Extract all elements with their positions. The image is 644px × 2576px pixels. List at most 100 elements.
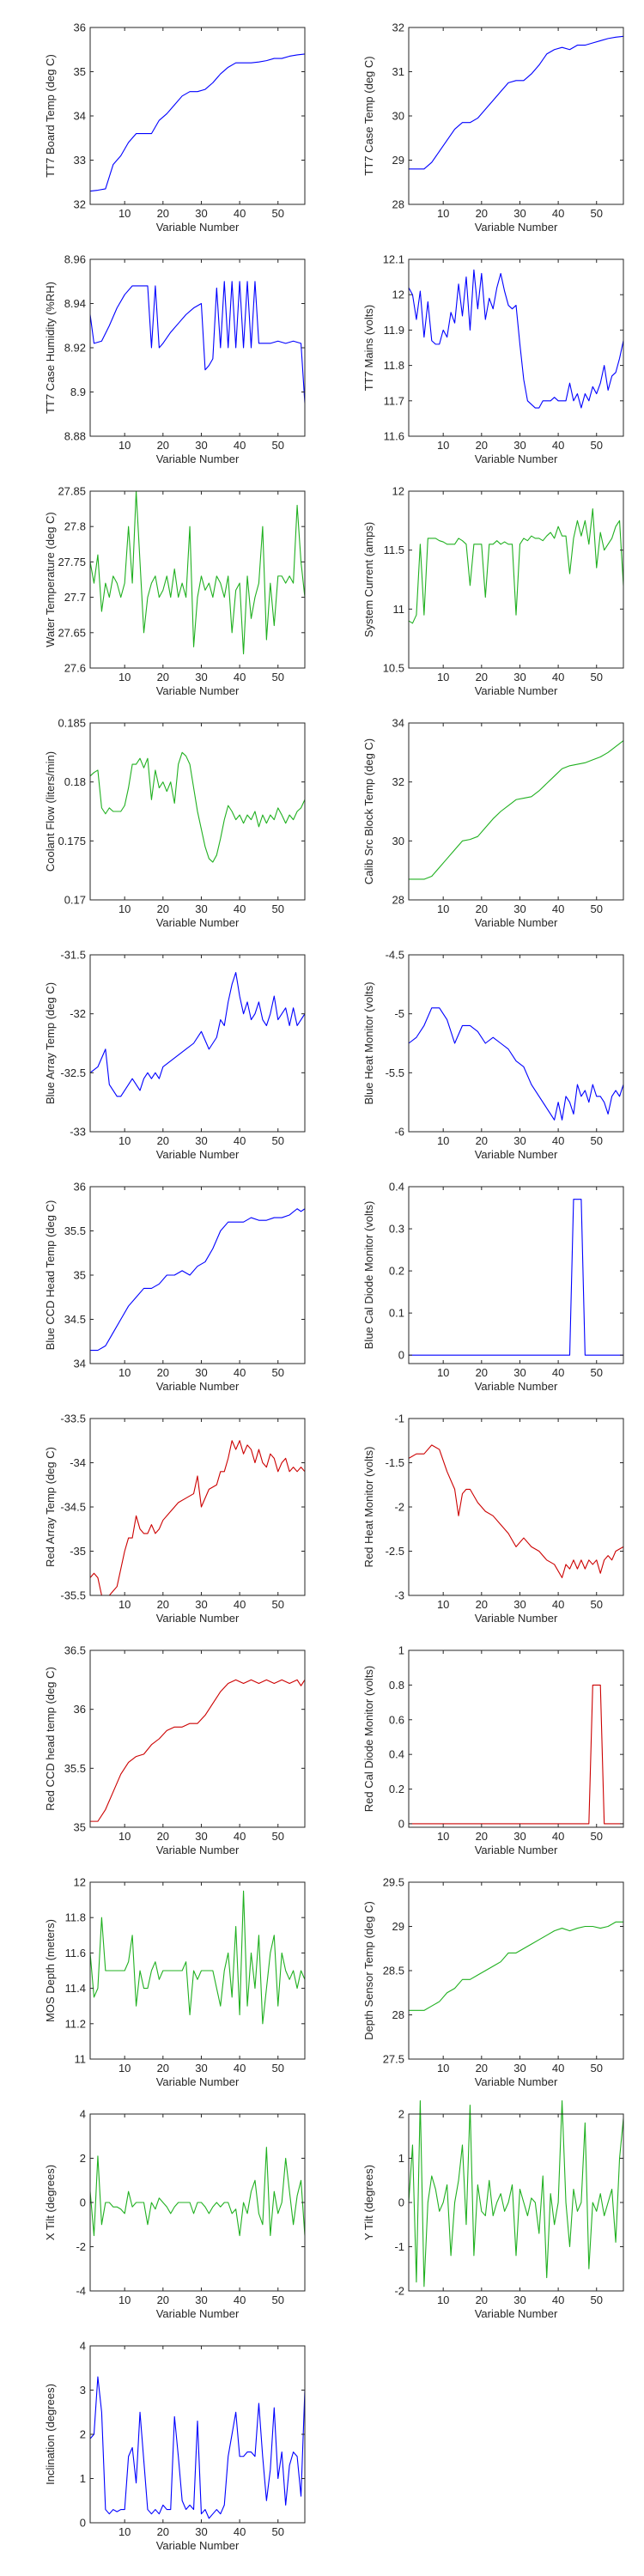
y-tick-label: 0.17 [64, 894, 86, 907]
y-tick-label: 28 [392, 894, 404, 907]
y-tick-label: 12 [392, 485, 404, 498]
y-axis-label: Water Temperature (deg C) [44, 512, 57, 647]
plot-frame [408, 954, 624, 1133]
plot-frame [89, 722, 306, 901]
y-tick-label: 28 [392, 2008, 404, 2021]
x-tick-label: 30 [513, 2062, 526, 2075]
y-tick-label: 11.4 [65, 1982, 86, 1995]
y-tick-label: 11.2 [65, 2017, 86, 2030]
x-tick-label: 10 [118, 1598, 131, 1611]
chart-9: 10 20 30 40 50 -33 -32.5 -32 -31.5 Variable Numbe… [44, 949, 306, 1161]
x-tick-label: 40 [234, 671, 246, 683]
y-tick-label: 36.5 [64, 1644, 86, 1657]
y-axis-label: TT7 Mains (volts) [362, 305, 375, 391]
x-tick-label: 40 [234, 1830, 246, 1843]
y-tick-label: 0 [80, 2196, 86, 2209]
chart-15: 10 20 30 40 50 35 35.5 36 36.5 Variable Number Red… [44, 1644, 306, 1856]
x-tick-label: 40 [552, 207, 564, 220]
chart-6: 10 20 30 40 50 10.5 11 11.5 12 Variable Number Sys… [362, 485, 624, 697]
y-tick-label: 31 [392, 65, 404, 78]
x-tick-label: 40 [234, 207, 246, 220]
y-tick-label: 4 [80, 2340, 86, 2353]
y-tick-label: 27.65 [58, 626, 86, 639]
x-tick-label: 20 [476, 1598, 488, 1611]
x-tick-label: 20 [157, 2062, 169, 2075]
x-tick-label: 40 [552, 902, 564, 915]
y-tick-label: 1 [398, 2152, 404, 2165]
y-tick-label: 32 [392, 775, 404, 788]
x-tick-label: 50 [591, 2293, 603, 2306]
y-tick-label: 0.2 [389, 1265, 404, 1278]
y-tick-label: 0.6 [389, 1713, 404, 1726]
x-tick-label: 10 [118, 207, 131, 220]
plot-frame [408, 490, 624, 669]
x-tick-label: 50 [591, 1134, 603, 1147]
x-tick-label: 40 [234, 2525, 246, 2538]
x-axis-label: Variable Number [475, 1380, 558, 1393]
x-tick-label: 10 [437, 1598, 449, 1611]
y-axis-label: TT7 Case Temp (deg C) [362, 56, 375, 175]
x-axis-label: Variable Number [156, 2539, 240, 2552]
y-axis-label: Blue Cal Diode Monitor (volts) [362, 1201, 375, 1350]
x-tick-label: 50 [591, 439, 603, 452]
y-tick-label: 8.9 [70, 386, 86, 398]
y-tick-label: 28 [392, 198, 404, 211]
x-tick-label: 50 [272, 2525, 284, 2538]
plot-frame [89, 258, 306, 437]
x-tick-label: 10 [437, 439, 449, 452]
x-tick-label: 30 [513, 671, 526, 683]
y-tick-label: 30 [392, 835, 404, 848]
chart-20: 10 20 30 40 50 -2 -1 0 1 2 Variable Number Y Tilt (… [362, 2100, 624, 2320]
x-axis-label: Variable Number [156, 916, 240, 929]
y-tick-label: 0.185 [58, 717, 86, 730]
y-axis-label: Y Tilt (degrees) [362, 2165, 375, 2240]
series-line [408, 1444, 624, 1578]
y-tick-label: 36 [74, 1703, 86, 1716]
series-line [408, 1007, 624, 1121]
y-axis-label: MOS Depth (meters) [44, 1919, 57, 2022]
chart-19: 10 20 30 40 50 -4 -2 0 2 4 Variable Number X Tilt (… [44, 2108, 306, 2320]
chart-4: 10 20 30 40 50 11.6 11.7 11.8 11.9 12 12.1 Variable… [362, 253, 624, 465]
y-tick-label: -31.5 [60, 949, 86, 962]
x-tick-label: 50 [272, 2062, 284, 2075]
x-tick-label: 10 [437, 1134, 449, 1147]
x-axis-label: Variable Number [156, 2307, 240, 2320]
y-tick-label: 0.18 [64, 775, 86, 788]
x-tick-label: 20 [157, 671, 169, 683]
y-tick-label: 11.6 [384, 430, 404, 443]
x-tick-label: 30 [513, 207, 526, 220]
x-tick-label: 30 [513, 902, 526, 915]
plot-frame [89, 1186, 306, 1364]
x-tick-label: 10 [118, 2062, 131, 2075]
y-axis-label: Calib Src Block Temp (deg C) [362, 738, 375, 884]
x-tick-label: 30 [195, 207, 207, 220]
x-tick-label: 30 [513, 1366, 526, 1379]
x-tick-label: 30 [195, 1598, 207, 1611]
y-tick-label: 11.8 [384, 359, 404, 372]
plot-frame [408, 1881, 624, 2060]
y-axis-label: Red Array Temp (deg C) [44, 1447, 57, 1567]
y-tick-label: -6 [394, 1126, 404, 1139]
y-tick-label: -5.5 [386, 1066, 404, 1079]
y-tick-label: 35 [74, 1821, 86, 1834]
plot-frame [89, 1649, 306, 1828]
x-tick-label: 50 [591, 1598, 603, 1611]
x-tick-label: 10 [437, 2293, 449, 2306]
x-tick-label: 10 [118, 2525, 131, 2538]
y-tick-label: 27.5 [383, 2053, 404, 2066]
plot-frame [89, 1418, 306, 1596]
plot-frame [89, 1881, 306, 2060]
y-tick-label: 8.92 [64, 342, 86, 355]
plot-frame [408, 722, 624, 901]
x-tick-label: 20 [157, 207, 169, 220]
y-tick-label: 36 [74, 1181, 86, 1194]
series-line [409, 1684, 623, 1825]
chart-5: 10 20 30 40 50 27.6 27.65 27.7 27.75 27.8 27.85 Var… [44, 485, 306, 697]
y-tick-label: 11 [393, 603, 405, 616]
x-tick-label: 30 [195, 2062, 207, 2075]
y-tick-label: 0.175 [58, 835, 86, 848]
y-tick-label: -32.5 [60, 1066, 86, 1079]
series-line [89, 1440, 306, 1596]
x-tick-label: 40 [234, 1598, 246, 1611]
x-tick-label: 40 [552, 439, 564, 452]
